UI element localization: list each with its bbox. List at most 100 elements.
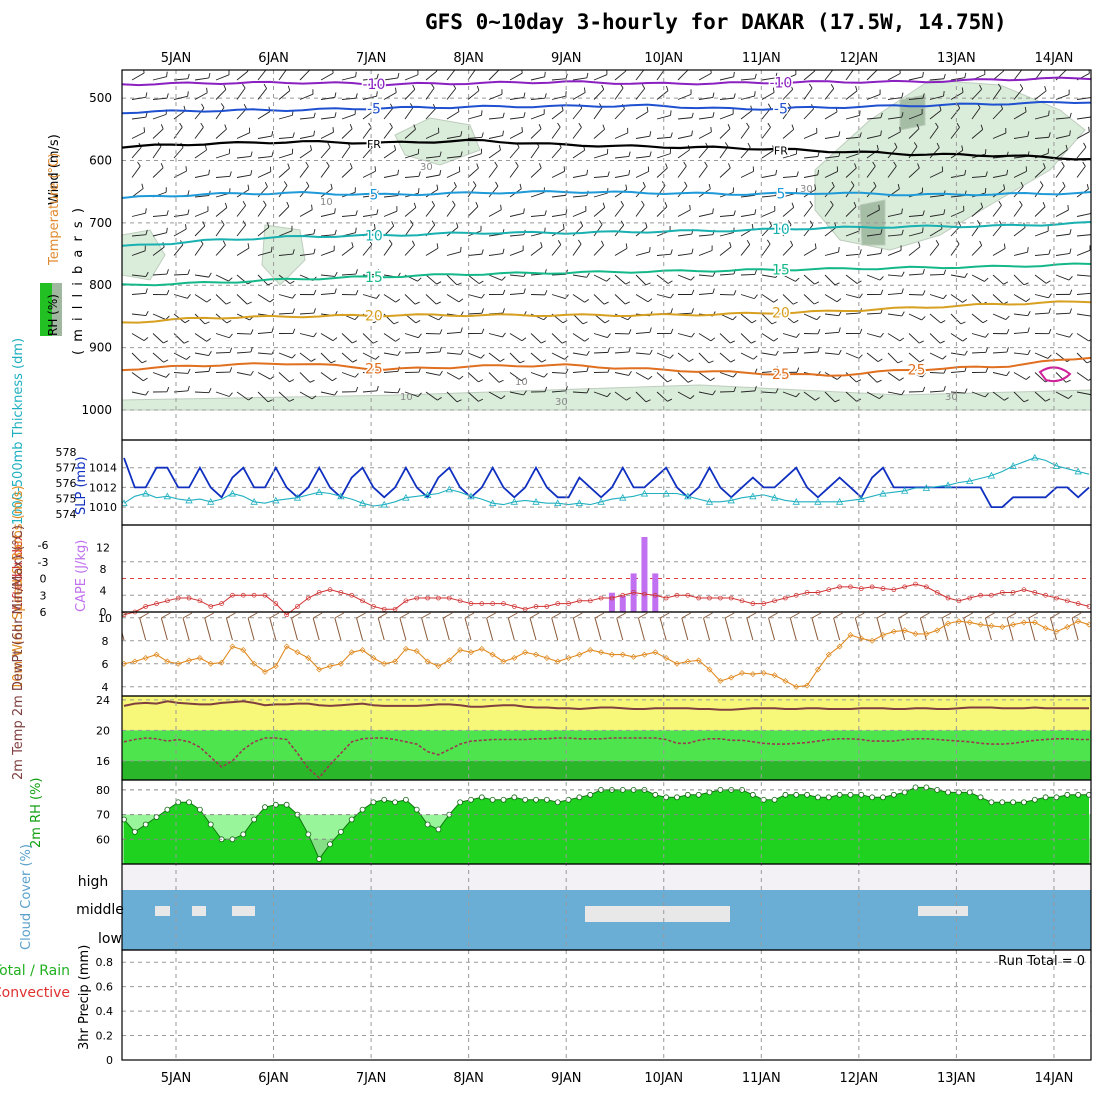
- wind-barb: [572, 225, 584, 237]
- rh-point: [901, 789, 908, 796]
- wind-barb: [250, 151, 253, 157]
- wind-barb: [664, 201, 668, 207]
- wind-barb: [236, 70, 249, 81]
- wind-barb: [1034, 391, 1046, 402]
- wind-barb: [1076, 391, 1091, 396]
- wind-barb: [152, 97, 167, 100]
- wind-barb: [1076, 274, 1091, 277]
- wind-barb: [583, 87, 586, 93]
- wind-barb: [602, 124, 606, 130]
- wind-barb: [754, 294, 758, 299]
- wind-barb: [404, 175, 419, 178]
- wind-barb: [677, 209, 691, 217]
- wind-barb: [730, 359, 736, 363]
- wind-barb: [593, 153, 608, 159]
- wind-barb: [899, 126, 901, 132]
- wind-barb: [131, 131, 145, 139]
- li-point: [143, 604, 149, 609]
- wind-barb: [956, 122, 960, 128]
- wind-barb: [740, 352, 754, 360]
- temp-band: [122, 760, 1091, 780]
- wind-barb: [236, 224, 246, 237]
- wind-barb: [1023, 399, 1029, 403]
- wind-barb: [530, 97, 545, 100]
- rh-point: [142, 821, 149, 828]
- run-total-label: Run Total = 0: [998, 954, 1085, 969]
- rh-shade: [899, 94, 926, 131]
- wind-barb: [163, 359, 169, 363]
- rh-point: [836, 791, 843, 798]
- wind-barb: [856, 280, 862, 284]
- wind-barb: [803, 205, 813, 217]
- wind-barb: [299, 135, 314, 139]
- wind-barb: [1055, 149, 1068, 159]
- wind-barb: [498, 145, 501, 151]
- wind-barb: [771, 321, 777, 325]
- wind-barb: [152, 372, 167, 378]
- wind-barb: [152, 128, 164, 139]
- wind-barb: [929, 213, 944, 217]
- wind-barb: [341, 146, 351, 159]
- wind-barb: [173, 372, 188, 374]
- wind-barb: [1088, 126, 1090, 132]
- wind-barb: [519, 360, 525, 364]
- wind-barb: [656, 114, 671, 120]
- wind-barb: [690, 276, 695, 281]
- wind-barb: [502, 112, 505, 118]
- wind-barb: [173, 228, 187, 237]
- surface-barb: [508, 612, 518, 619]
- rh-point: [381, 796, 388, 803]
- wind-barb: [431, 83, 435, 89]
- surface-barb: [507, 617, 515, 641]
- wind-barb: [1013, 274, 1025, 286]
- wind-barb: [278, 206, 290, 217]
- wind-barb: [334, 92, 337, 98]
- wind-point: [457, 646, 464, 653]
- surface-barb: [573, 612, 583, 619]
- cloud-mid-gap: [155, 906, 170, 916]
- isotherm-5: [122, 190, 1091, 199]
- surface-barb: [898, 612, 908, 619]
- wind-barb: [641, 83, 646, 89]
- wind-barb: [1045, 280, 1051, 284]
- wind-barb: [775, 72, 778, 78]
- isotherm-label: 20: [772, 306, 790, 322]
- wind-barb: [901, 208, 903, 214]
- wind-barb: [494, 161, 498, 167]
- wind-barb: [913, 142, 918, 147]
- wind-point: [901, 627, 908, 634]
- wind-barb: [647, 298, 653, 303]
- wind-barb: [761, 333, 774, 342]
- wind-barb: [215, 89, 227, 100]
- wind-barb: [586, 169, 589, 175]
- surface-barb: [616, 617, 624, 641]
- wind-barb: [278, 372, 290, 383]
- wind-barb: [215, 207, 228, 217]
- wind-barb: [854, 163, 857, 169]
- wind-barb: [467, 391, 479, 402]
- wind-barb: [467, 372, 479, 383]
- temp-tick-label: 24: [96, 694, 110, 707]
- wind-barb: [614, 224, 625, 237]
- wind-barb: [472, 181, 477, 186]
- li-point: [273, 601, 279, 606]
- wind-barb: [1047, 354, 1052, 359]
- wind-point: [814, 666, 821, 673]
- wind-barb: [257, 171, 271, 178]
- wind-barb: [355, 71, 357, 77]
- wind-barb: [334, 208, 336, 214]
- rh-point: [262, 804, 268, 811]
- wind-barb: [131, 234, 146, 237]
- wind-barb: [586, 366, 589, 372]
- wind-barb: [598, 220, 603, 225]
- wind-barb: [530, 191, 545, 198]
- wind-barb: [395, 298, 401, 303]
- wind-barb: [656, 167, 668, 178]
- wind-barb: [131, 372, 144, 382]
- wind-barb: [747, 142, 751, 148]
- wind-barb: [257, 372, 271, 380]
- wind-barb: [467, 167, 479, 178]
- wind-barb: [850, 181, 855, 186]
- wind-barb: [467, 153, 482, 159]
- wind-barb: [1076, 313, 1091, 317]
